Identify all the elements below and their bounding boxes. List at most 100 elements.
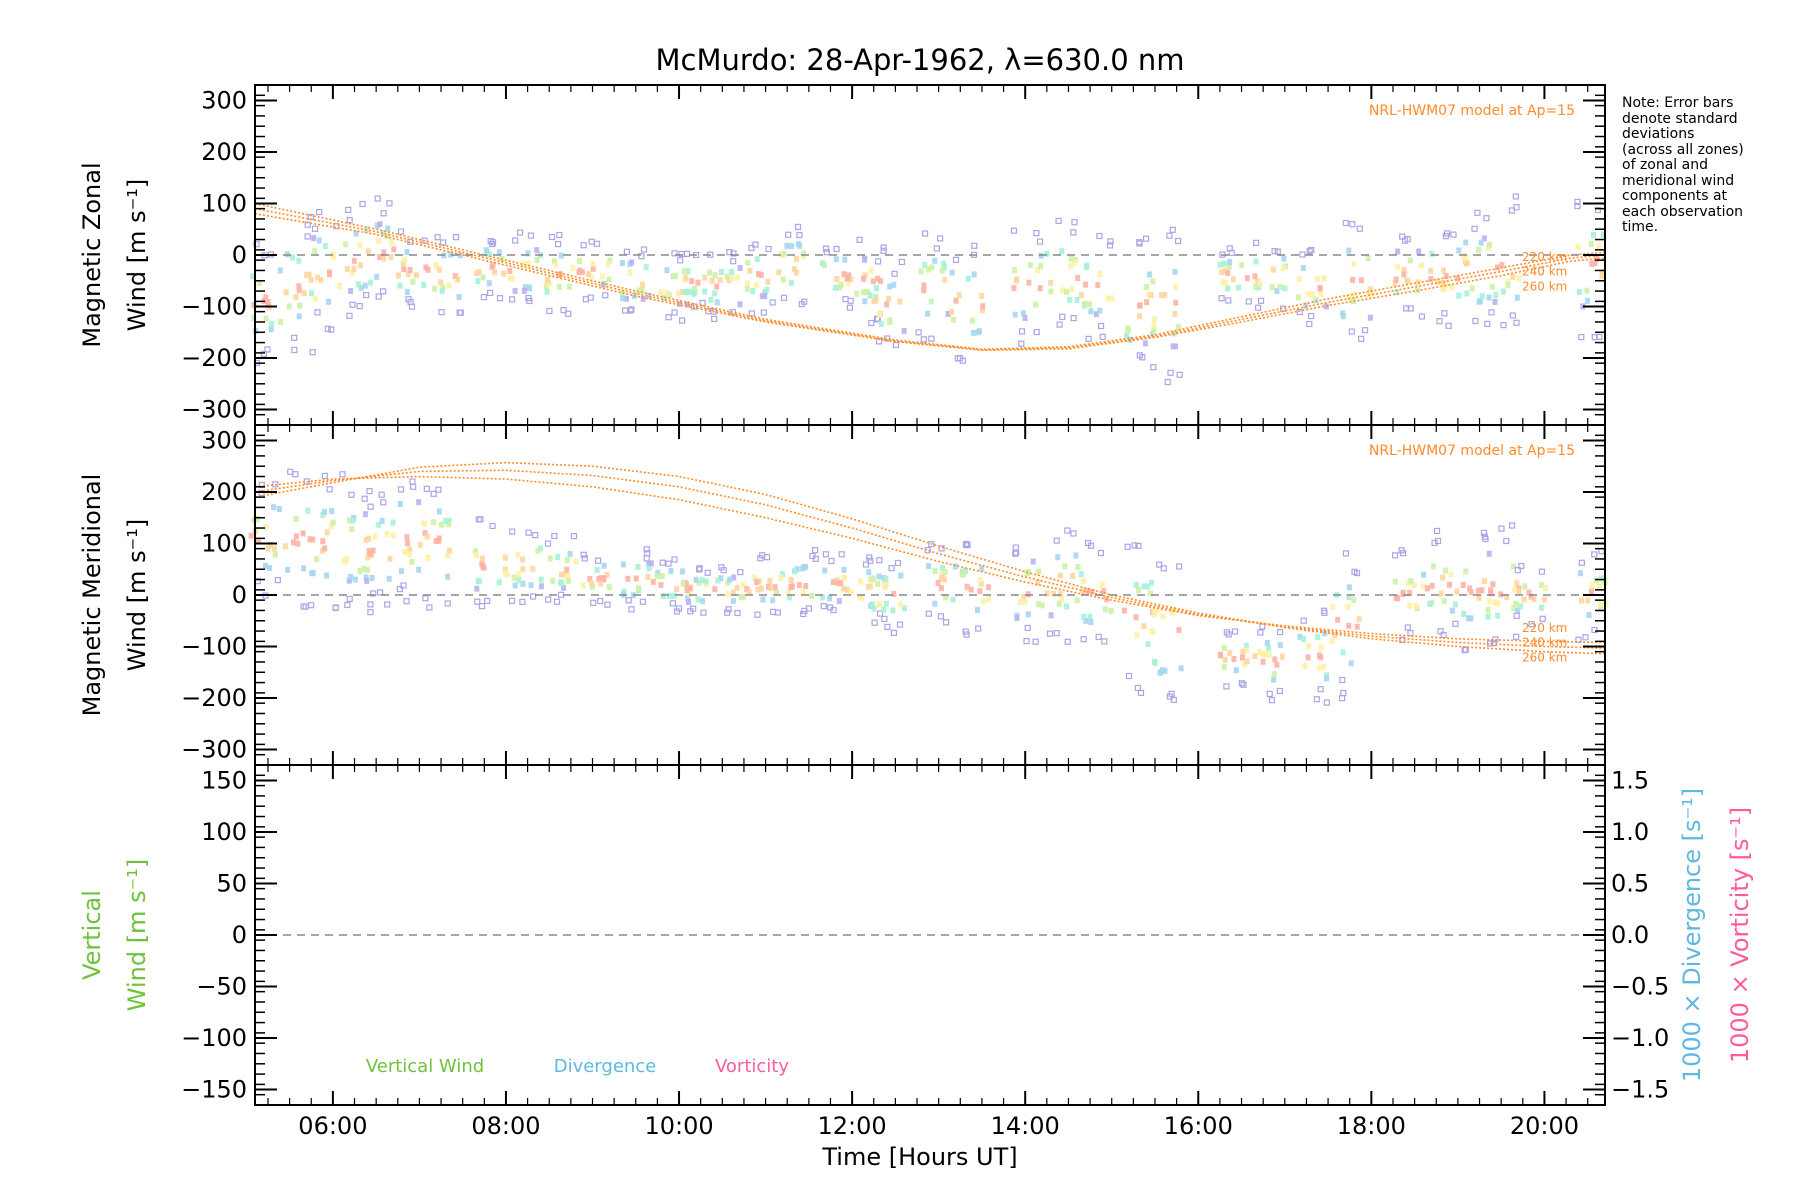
observation-point xyxy=(346,577,352,584)
observation-point xyxy=(876,573,882,580)
observation-point xyxy=(758,585,764,592)
observation-point xyxy=(1305,291,1311,298)
error-bar-marker xyxy=(386,200,393,207)
observation-point xyxy=(1340,649,1346,656)
observation-point xyxy=(343,241,349,248)
observation-point xyxy=(1407,602,1413,609)
observation-point xyxy=(801,250,807,257)
observation-point xyxy=(289,254,295,261)
y-axis-title-line: Magnetic Zonal xyxy=(78,162,106,347)
error-bar-marker xyxy=(796,232,803,239)
observation-point xyxy=(737,265,743,271)
error-bar-marker xyxy=(921,230,929,237)
observation-point xyxy=(1584,297,1590,304)
error-bar-marker xyxy=(1097,549,1105,557)
observation-point xyxy=(693,576,699,583)
observation-point xyxy=(925,310,931,317)
observation-point xyxy=(1594,256,1600,263)
observation-point xyxy=(965,275,971,282)
observation-point xyxy=(978,580,984,587)
observation-point xyxy=(1150,278,1156,285)
error-bar-marker xyxy=(344,601,351,609)
error-bar-marker xyxy=(1509,312,1517,319)
observation-point xyxy=(379,517,385,524)
observation-point xyxy=(667,593,672,599)
error-bar-marker xyxy=(508,597,516,605)
observation-point xyxy=(1083,617,1089,624)
error-bar-marker xyxy=(725,606,732,613)
error-bar-marker xyxy=(628,606,635,613)
observation-point xyxy=(1576,289,1582,295)
observation-point xyxy=(1443,272,1449,279)
observation-point xyxy=(887,319,893,325)
observation-point xyxy=(700,598,706,605)
error-bar-marker xyxy=(328,326,335,333)
error-bar-marker xyxy=(1306,320,1313,328)
observation-point xyxy=(425,554,431,561)
observation-point xyxy=(386,575,392,582)
error-bar-marker xyxy=(874,258,882,265)
observation-point xyxy=(1521,596,1527,603)
error-bar-marker xyxy=(975,625,982,632)
observation-point xyxy=(476,578,482,585)
error-bar-marker xyxy=(378,491,385,498)
observation-point xyxy=(703,578,709,585)
observation-point xyxy=(1441,267,1446,274)
observation-point xyxy=(1315,634,1321,641)
observation-point xyxy=(1080,578,1086,585)
error-bar-marker xyxy=(548,233,556,241)
observation-point xyxy=(351,257,357,264)
observation-point xyxy=(1011,285,1017,292)
observation-point xyxy=(1044,590,1050,597)
observation-point xyxy=(400,260,406,267)
error-bar-marker xyxy=(643,546,650,553)
observation-point xyxy=(564,566,570,573)
observation-point xyxy=(376,237,382,244)
observation-point xyxy=(309,290,314,297)
model-curve xyxy=(254,475,1606,644)
error-bar-marker xyxy=(1575,636,1582,643)
observation-point xyxy=(251,315,257,322)
observation-point xyxy=(1260,658,1266,665)
legend-item: Divergence xyxy=(554,1056,657,1077)
observation-point xyxy=(789,243,795,250)
error-bar-marker xyxy=(1434,537,1442,545)
observation-point xyxy=(979,293,985,299)
error-bar-marker xyxy=(1591,626,1598,634)
observation-point xyxy=(682,288,688,295)
observation-point xyxy=(1125,327,1131,334)
error-bar-marker xyxy=(356,303,363,310)
observation-point xyxy=(1526,589,1532,596)
observation-point xyxy=(324,529,330,536)
observation-point xyxy=(731,574,737,581)
error-bar-marker xyxy=(582,296,589,303)
observation-point xyxy=(1227,650,1233,656)
error-bar-marker xyxy=(1142,235,1150,242)
observation-point xyxy=(601,562,607,569)
observation-point xyxy=(530,565,536,572)
observation-point xyxy=(1064,603,1069,610)
observation-point xyxy=(267,565,273,571)
observation-point xyxy=(1485,607,1491,614)
observation-point xyxy=(929,264,935,271)
error-bar-marker xyxy=(496,295,504,302)
observation-point xyxy=(398,568,404,575)
observation-point xyxy=(1244,275,1250,282)
error-bar-marker xyxy=(770,608,777,616)
observation-point xyxy=(886,295,891,302)
observation-point xyxy=(1271,676,1277,683)
error-bar-marker xyxy=(1308,246,1315,254)
observation-point xyxy=(681,268,687,275)
observation-point xyxy=(440,284,446,291)
error-bar-marker xyxy=(1166,693,1174,700)
error-bar-marker xyxy=(643,555,650,562)
observation-point xyxy=(621,588,627,595)
error-bar-marker xyxy=(1574,198,1581,205)
observation-point xyxy=(624,295,629,302)
observation-point xyxy=(753,282,759,288)
observation-point xyxy=(366,535,372,542)
observation-point xyxy=(718,575,724,582)
observation-point xyxy=(712,586,718,593)
observation-point xyxy=(1499,262,1505,268)
observation-point xyxy=(1475,587,1481,594)
